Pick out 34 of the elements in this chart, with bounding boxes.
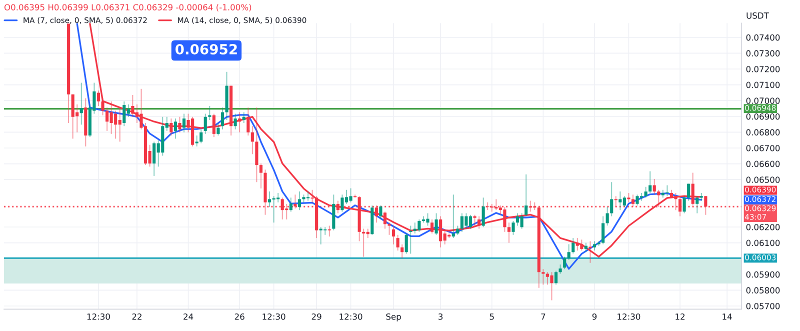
x-tick-label: 24 [184,313,194,320]
y-tick-label: 0.06200 [746,224,780,230]
x-tick-label: 9 [592,313,597,320]
x-tick-label: 14 [722,314,732,320]
y-tick-label: 0.07200 [746,66,780,72]
y-tick-label: 0.07300 [746,50,780,56]
x-tick-label: 22 [132,313,142,320]
x-tick-label: 12 [676,313,684,320]
y-tick-label: 0.06600 [746,160,780,168]
y-tick-label: 0.06900 [746,113,780,120]
annotation: 0.06952 [176,44,237,55]
y-tick-label: 0.06700 [746,144,780,152]
x-tick-label: 5 [490,314,494,320]
y-tick-label: 0.05800 [746,287,780,294]
x-tick-label: 12:30 [340,313,362,320]
y-tick-label: 0.06100 [746,240,780,246]
x-tick-label: 12:30 [618,313,640,320]
y-tick-label: 0.05700 [746,302,780,310]
y-tick-label: 0.07100 [746,82,780,88]
y-tick-label: 0.07000 [746,98,780,104]
y-tick-label: 0.06800 [746,129,780,136]
x-tick-label: 12:30 [87,313,110,320]
text: O0.06395 H0.06399 L0.06371 C0.06329 -0.00064 (-1.00%) [4,4,252,12]
y-tick-label: 0.07400 [746,34,780,41]
y-tick-label: 0.06500 [746,176,780,183]
x-tick-label: 12:30 [262,313,286,320]
x-tick-label: 26 [234,313,244,320]
x-tick-label: Sep [386,313,401,322]
x-tick-label: 7 [541,314,546,320]
x-tick-label: 29 [312,313,322,320]
y-tick-label: 0.05900 [746,271,780,278]
x-tick-label: 3 [438,313,443,320]
candlestick [324,226,327,236]
y-axis-title: USDT [746,12,769,19]
